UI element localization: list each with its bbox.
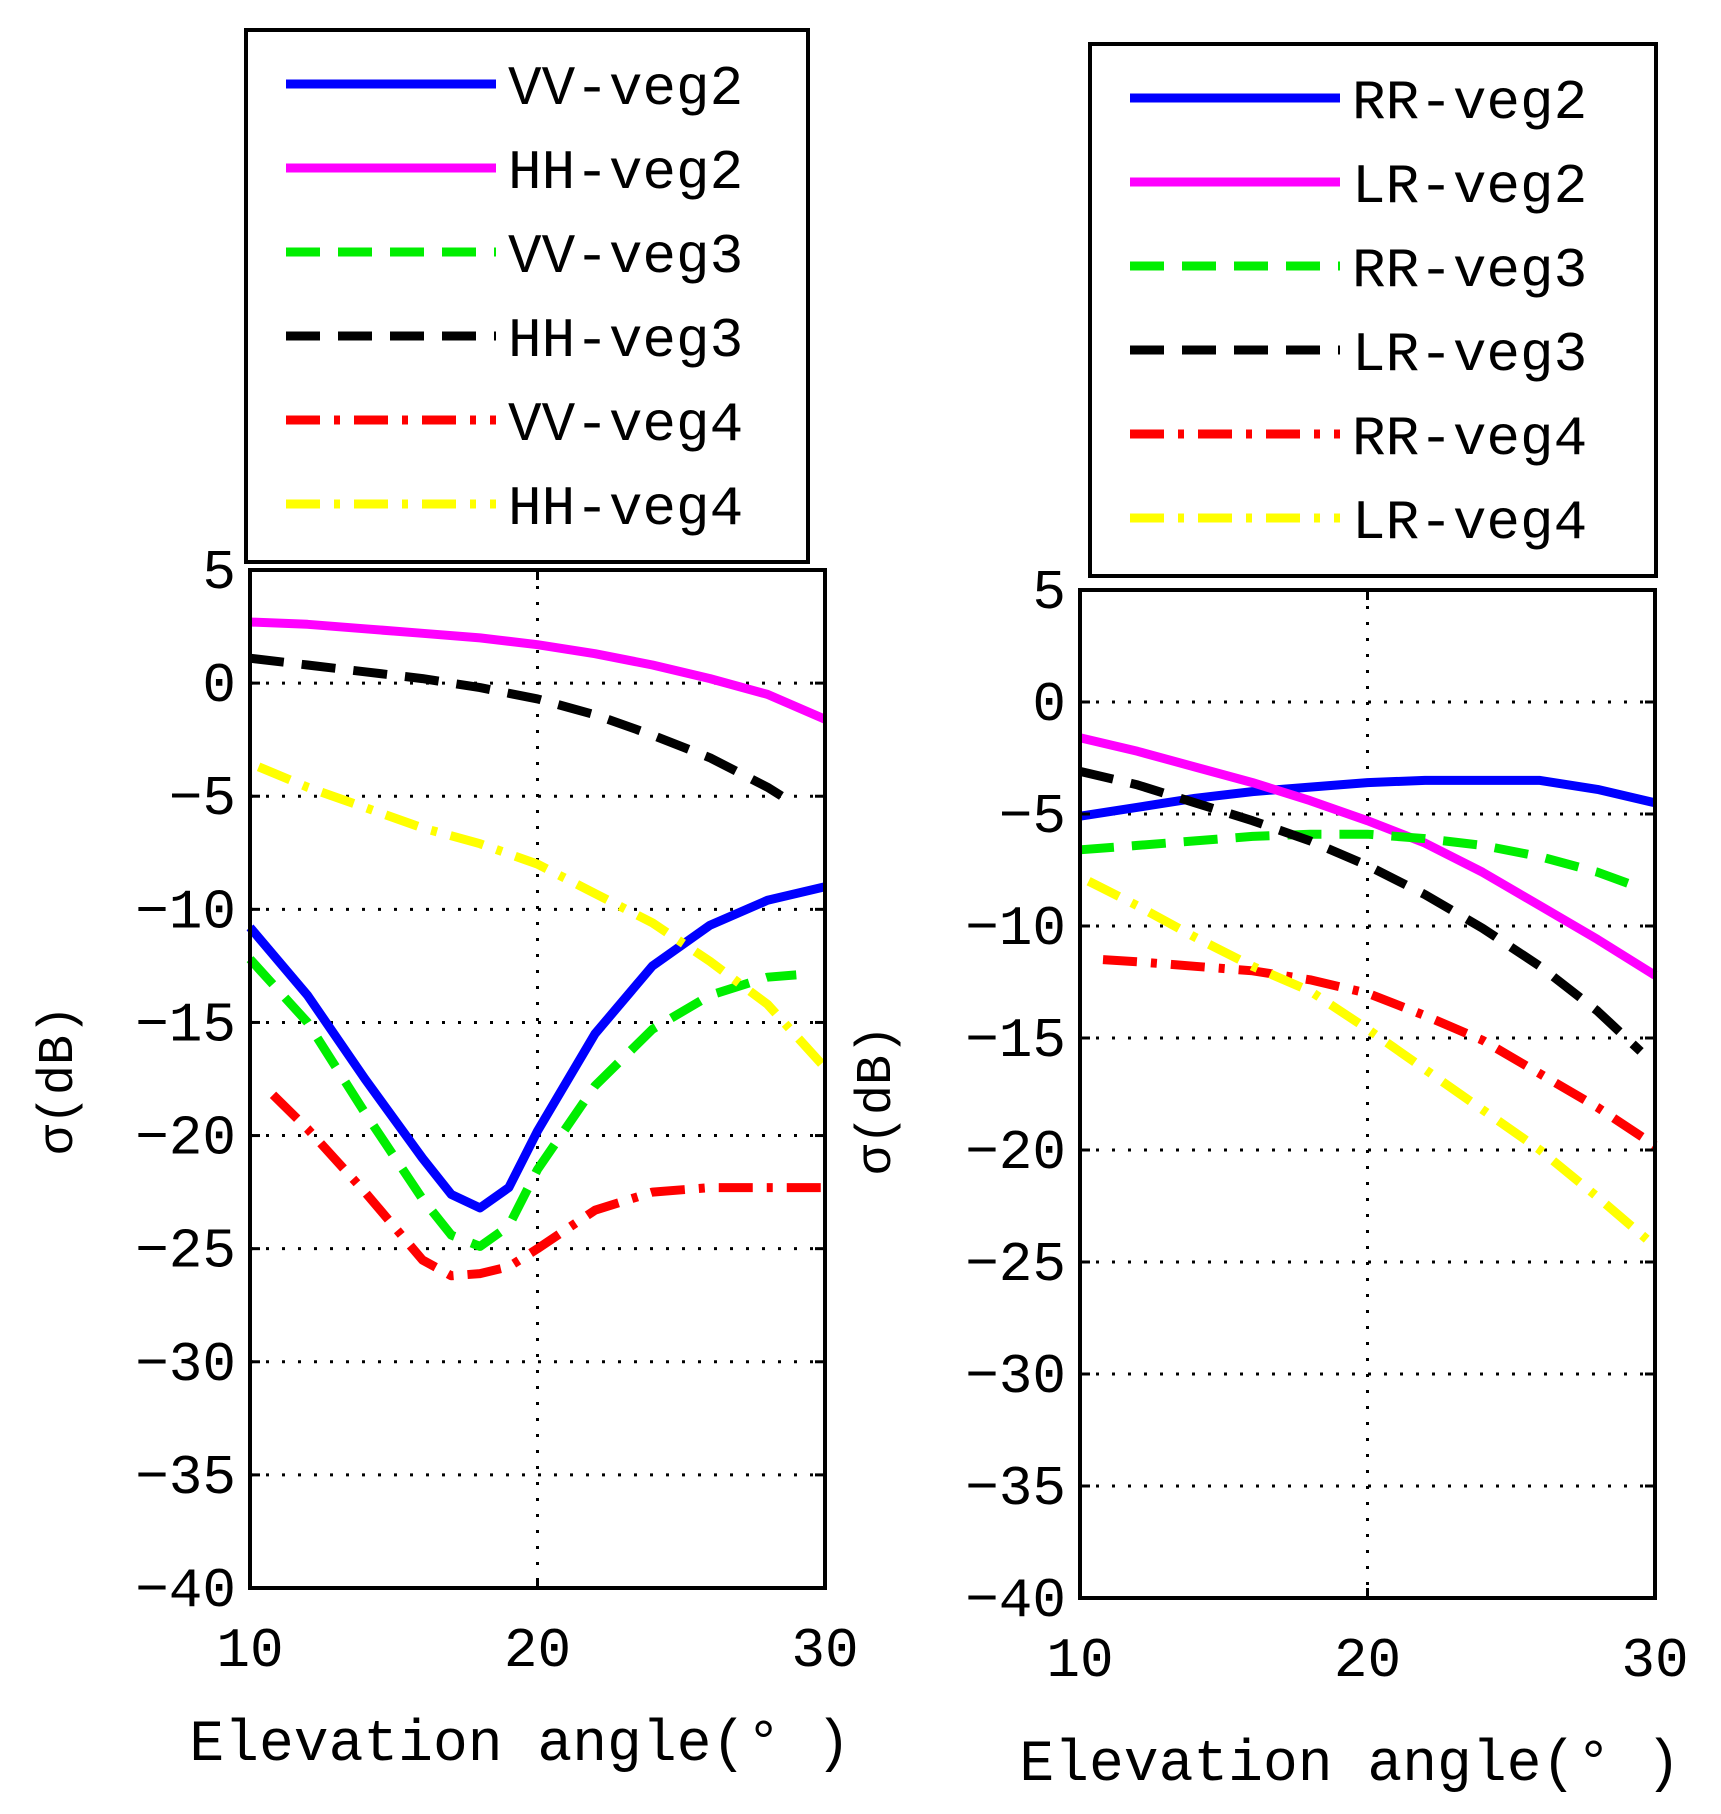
y-tick-label: −35 <box>135 1446 236 1510</box>
legend-label-HH-veg2: HH-veg2 <box>508 141 743 205</box>
x-tick-label: 10 <box>216 1619 283 1683</box>
legend-label-LR-veg4: LR-veg4 <box>1352 491 1587 555</box>
y-tick-label: −30 <box>135 1333 236 1397</box>
y-tick-label: −5 <box>169 767 236 831</box>
legend-label-HH-veg3: HH-veg3 <box>508 309 743 373</box>
y-axis-label: σ(dB) <box>849 1025 906 1175</box>
y-tick-label: −30 <box>965 1345 1066 1409</box>
legend: RR-veg2 LR-veg2 RR-veg3 LR-veg3 RR-veg4 LR-ve… <box>1088 42 1658 578</box>
x-tick-label: 20 <box>1334 1629 1401 1693</box>
y-tick-label: −20 <box>965 1121 1066 1185</box>
y-tick-label: −10 <box>135 880 236 944</box>
legend-label-LR-veg3: LR-veg3 <box>1352 323 1587 387</box>
series-line-LR-veg2 <box>1078 733 1658 980</box>
y-tick-label: 5 <box>1032 561 1066 625</box>
series-line-RR-veg3 <box>1079 829 1643 893</box>
legend-label-VV-veg3: VV-veg3 <box>508 225 743 289</box>
legend-label-RR-veg2: RR-veg2 <box>1352 71 1587 135</box>
y-tick-label: −10 <box>965 897 1066 961</box>
legend-label-LR-veg2: LR-veg2 <box>1352 155 1587 219</box>
y-tick-label: −15 <box>135 993 236 1057</box>
series-line-VV-veg3 <box>246 956 797 1251</box>
series-line-VV-veg2 <box>246 882 827 1213</box>
series-line-RR-veg2 <box>1079 775 1657 821</box>
legend-label-VV-veg4: VV-veg4 <box>508 393 743 457</box>
series-line-HH-veg3 <box>249 653 799 810</box>
legend-box <box>244 28 810 564</box>
x-axis-label: Elevation angle(° ) <box>189 1713 850 1778</box>
y-tick-label: −20 <box>135 1107 236 1171</box>
y-tick-label: −25 <box>965 1233 1066 1297</box>
legend-label-RR-veg4: RR-veg4 <box>1352 407 1587 471</box>
series-line-LR-veg4 <box>1086 877 1658 1250</box>
y-tick-label: −40 <box>135 1559 236 1623</box>
series-line-HH-veg4 <box>256 762 829 1071</box>
x-tick-label: 10 <box>1046 1629 1113 1693</box>
y-tick-label: −40 <box>965 1569 1066 1633</box>
series-line-VV-veg4 <box>269 1091 825 1281</box>
y-tick-label: 0 <box>1032 673 1066 737</box>
y-tick-label: −15 <box>965 1009 1066 1073</box>
legend-box <box>1088 42 1658 578</box>
legend: VV-veg2 HH-veg2 VV-veg3 HH-veg3 VV-veg4 HH-ve… <box>244 28 810 564</box>
y-tick-label: −5 <box>999 785 1066 849</box>
y-tick-label: −25 <box>135 1220 236 1284</box>
legend-label-HH-veg4: HH-veg4 <box>508 477 743 541</box>
y-tick-label: 5 <box>202 541 236 605</box>
x-tick-label: 20 <box>504 1619 571 1683</box>
y-tick-label: 0 <box>202 654 236 718</box>
x-axis-label: Elevation angle(° ) <box>1019 1733 1680 1798</box>
series-line-HH-veg2 <box>249 617 827 724</box>
legend-label-RR-veg3: RR-veg3 <box>1352 239 1587 303</box>
series-line-LR-veg3 <box>1078 767 1644 1055</box>
legend-label-VV-veg2: VV-veg2 <box>508 57 743 121</box>
x-tick-label: 30 <box>791 1619 858 1683</box>
series-line-RR-veg4 <box>1102 955 1658 1150</box>
y-axis-label: σ(dB) <box>31 1005 88 1155</box>
y-tick-label: −35 <box>965 1457 1066 1521</box>
x-tick-label: 30 <box>1621 1629 1688 1693</box>
